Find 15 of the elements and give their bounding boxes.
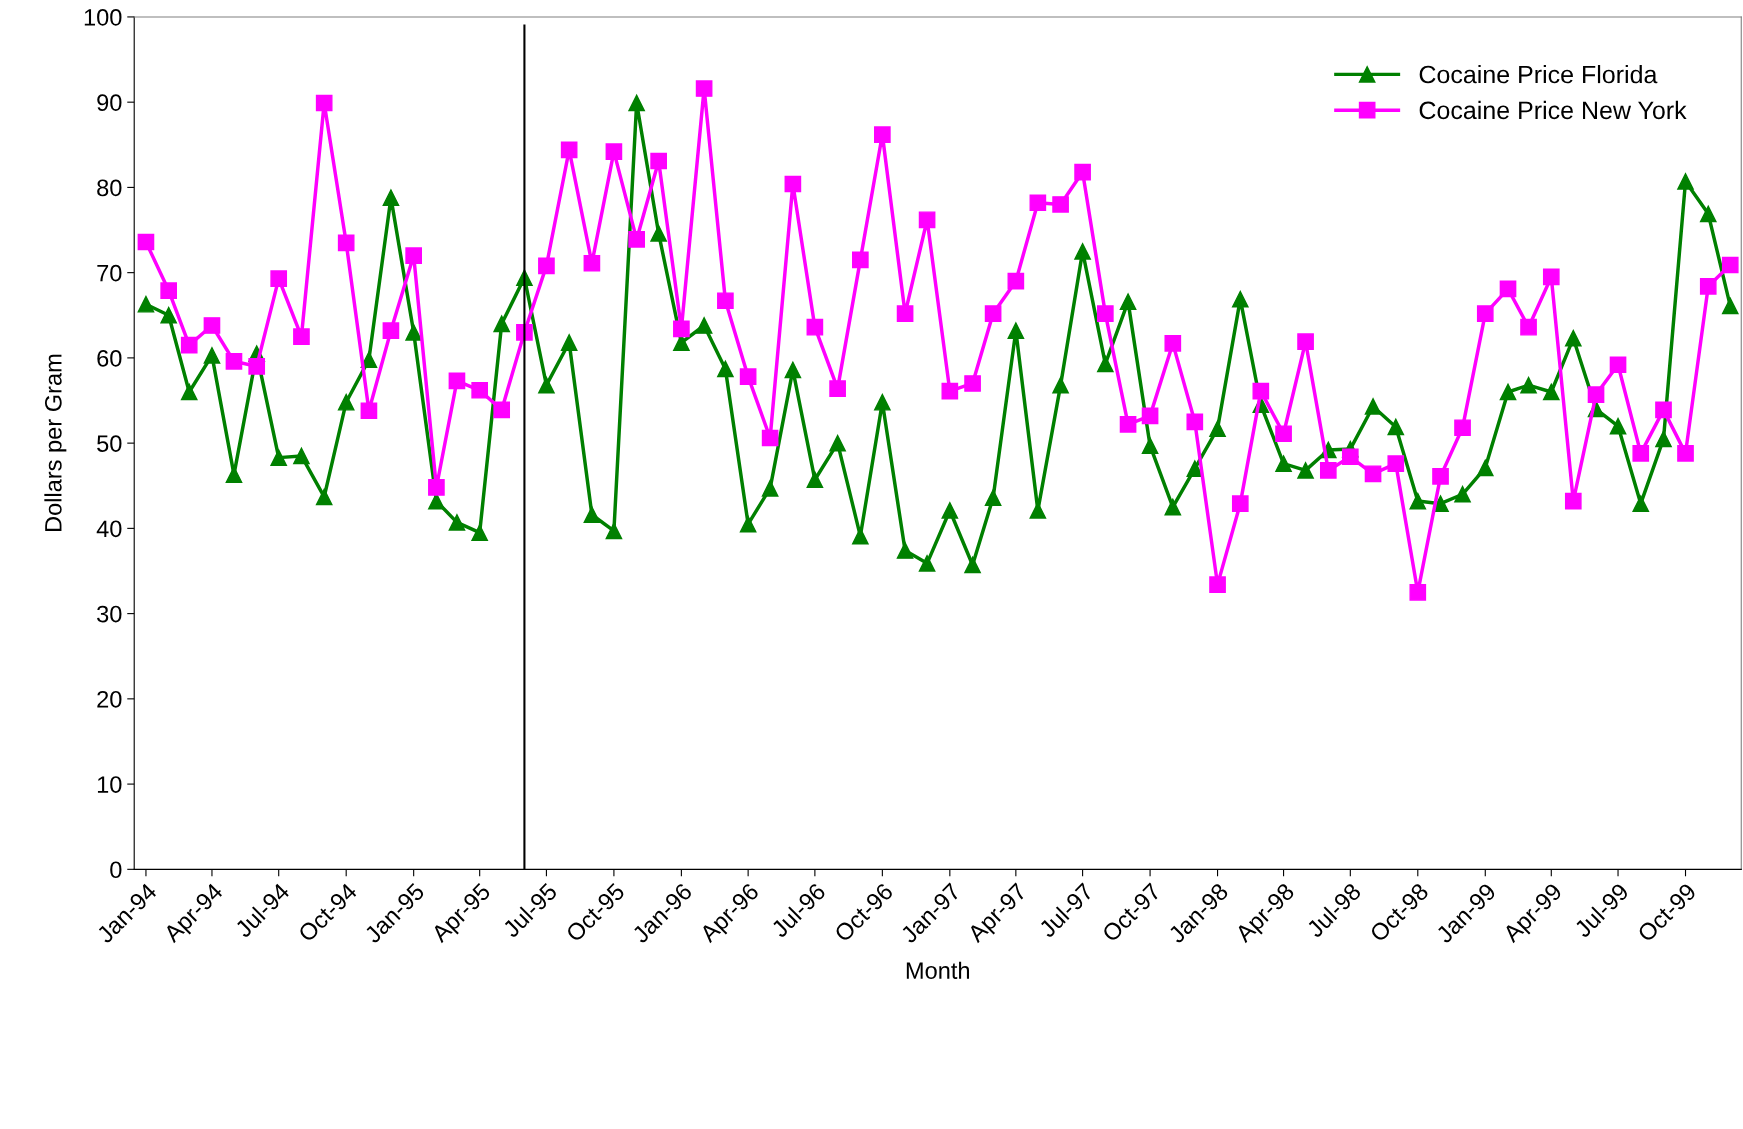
y-tick-label: 40 bbox=[96, 520, 122, 538]
y-tick-label: 20 bbox=[97, 690, 122, 708]
legend-label: Cocaine Price Florida bbox=[1419, 65, 1658, 84]
y-tick-label: 50 bbox=[97, 435, 122, 452]
x-axis-title: Month bbox=[906, 961, 970, 979]
y-tick-label: 90 bbox=[97, 94, 122, 111]
y-tick-label: 80 bbox=[97, 179, 122, 197]
y-tick-label: 30 bbox=[97, 605, 122, 623]
legend-label: Cocaine Price New York bbox=[1419, 100, 1687, 120]
y-tick-label: 60 bbox=[97, 349, 122, 367]
y-tick-label: 0 bbox=[110, 861, 122, 879]
y-tick-label: 100 bbox=[84, 9, 122, 26]
y-tick-label: 10 bbox=[97, 776, 122, 793]
y-tick-label: 70 bbox=[97, 264, 122, 282]
y-axis-title: Dollars per Gram bbox=[44, 354, 67, 532]
